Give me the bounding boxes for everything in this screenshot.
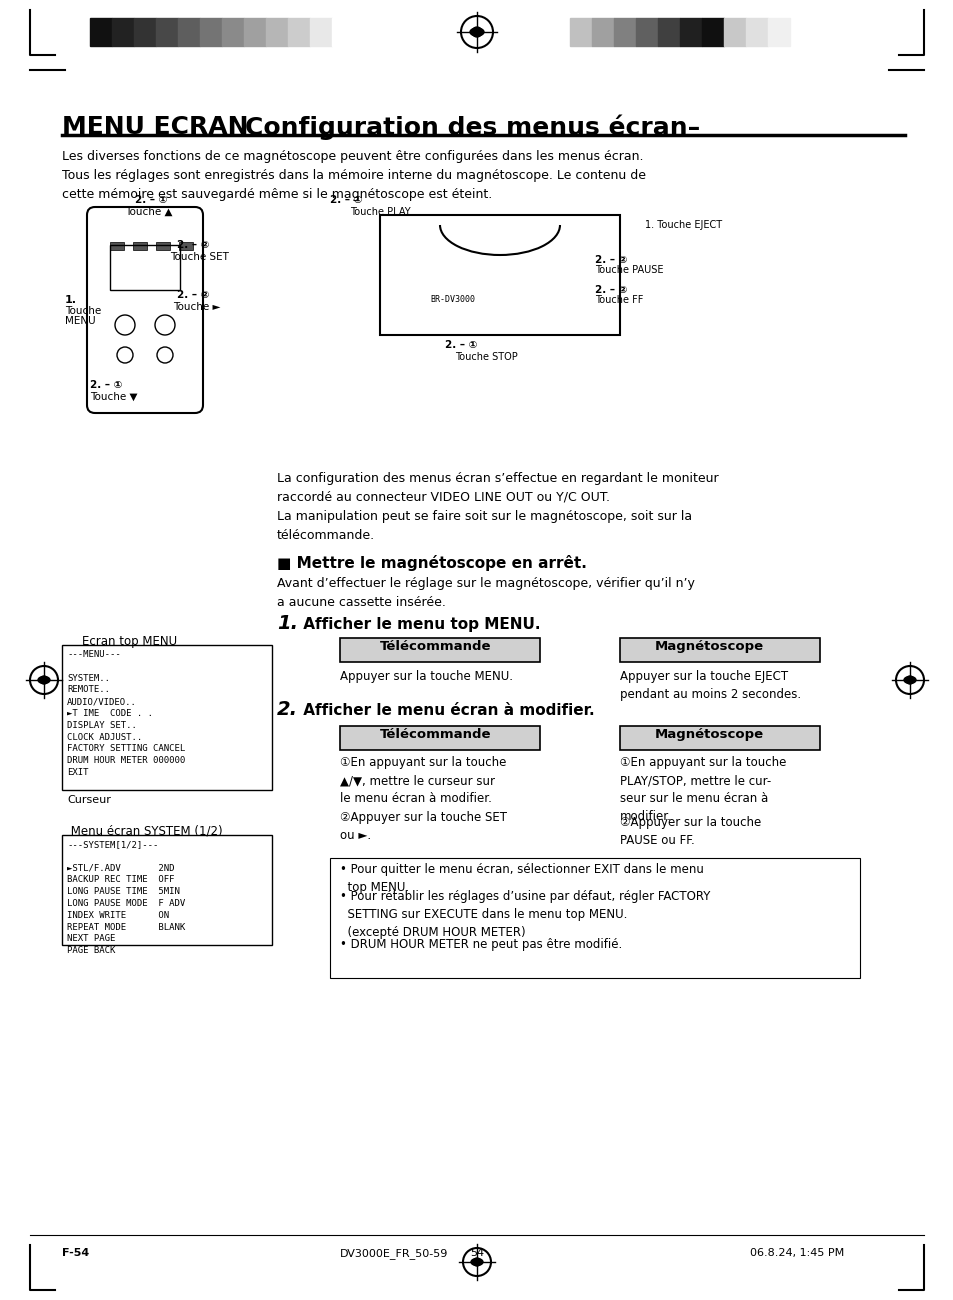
Bar [112, 18, 133, 46]
Text: 2. – ②: 2. – ② [595, 285, 627, 295]
Bar [132, 242, 147, 250]
Text: 2. – ②: 2. – ② [177, 240, 209, 250]
Bar [222, 18, 244, 46]
Text: Avant d’effectuer le réglage sur le magnétoscope, vérifier qu’il n’y
a aucune ca: Avant d’effectuer le réglage sur le magn… [276, 577, 694, 608]
Text: 2. – ②: 2. – ② [595, 255, 627, 265]
Bar [179, 242, 193, 250]
Bar [767, 18, 789, 46]
Text: ①En appuyant sur la touche
▲/▼, mettre le curseur sur
le menu écran à modifier.: ①En appuyant sur la touche ▲/▼, mettre l… [339, 757, 506, 805]
Ellipse shape [470, 29, 483, 36]
Text: F-54: F-54 [62, 1248, 90, 1258]
Text: Magnétoscope: Magnétoscope [655, 640, 763, 653]
Text: ---MENU---

SYSTEM..
REMOTE..
AUDIO/VIDEO..
►T IME  CODE . .
DISPLAY SET..
CLOCK: ---MENU--- SYSTEM.. REMOTE.. AUDIO/VIDEO… [67, 650, 185, 777]
Text: 2. – ①: 2. – ① [330, 195, 362, 205]
Bar [62, 835, 272, 945]
Bar [701, 18, 723, 46]
Ellipse shape [471, 1258, 482, 1265]
Bar [658, 18, 679, 46]
FancyBboxPatch shape [339, 725, 539, 750]
FancyBboxPatch shape [339, 638, 539, 662]
Text: • Pour quitter le menu écran, sélectionner EXIT dans le menu
  top MENU.: • Pour quitter le menu écran, sélectionn… [339, 863, 703, 894]
Bar [636, 18, 658, 46]
Text: MENU ECRAN: MENU ECRAN [62, 114, 248, 139]
Text: Télécommande: Télécommande [379, 640, 491, 653]
FancyBboxPatch shape [619, 725, 820, 750]
Text: ---SYSTEM[1/2]---

►STL/F.ADV       2ND
BACKUP REC TIME  OFF
LONG PAUSE TIME  5M: ---SYSTEM[1/2]--- ►STL/F.ADV 2ND BACKUP … [67, 840, 185, 956]
Text: Ecran top MENU: Ecran top MENU [82, 634, 177, 647]
Bar [745, 18, 767, 46]
Text: MENU: MENU [65, 316, 95, 326]
Text: Curseur: Curseur [67, 796, 111, 805]
Bar [332, 18, 354, 46]
Circle shape [472, 27, 481, 36]
Text: 54: 54 [470, 1248, 483, 1258]
Text: Magnétoscope: Magnétoscope [655, 728, 763, 741]
Text: Menu écran SYSTEM (1/2): Menu écran SYSTEM (1/2) [67, 826, 222, 838]
Text: Afficher le menu écran à modifier.: Afficher le menu écran à modifier. [297, 703, 594, 718]
Bar [110, 244, 180, 290]
Text: 2. – ②: 2. – ② [177, 290, 209, 300]
Text: 2. – ①: 2. – ① [135, 195, 167, 205]
Text: Touche STOP: Touche STOP [455, 352, 517, 361]
Bar [156, 18, 178, 46]
Ellipse shape [38, 676, 50, 684]
Text: Télécommande: Télécommande [379, 728, 491, 741]
Circle shape [473, 1258, 480, 1266]
Text: DV3000E_FR_50-59: DV3000E_FR_50-59 [339, 1248, 448, 1258]
Bar [310, 18, 332, 46]
Text: ①En appuyant sur la touche
PLAY/STOP, mettre le cur-
seur sur le menu écran à
mo: ①En appuyant sur la touche PLAY/STOP, me… [619, 757, 785, 823]
Bar [178, 18, 200, 46]
Text: 1.: 1. [276, 614, 297, 633]
Bar [379, 214, 619, 335]
Text: Touche ►: Touche ► [172, 302, 220, 312]
Bar [330, 858, 859, 978]
Text: 1.: 1. [65, 295, 77, 306]
Text: ②Appuyer sur la touche
PAUSE ou FF.: ②Appuyer sur la touche PAUSE ou FF. [619, 816, 760, 848]
Text: ■ Mettre le magnétoscope en arrêt.: ■ Mettre le magnétoscope en arrêt. [276, 555, 586, 571]
Bar [62, 645, 272, 790]
Text: Les diverses fonctions de ce magnétoscope peuvent être configurées dans les menu: Les diverses fonctions de ce magnétoscop… [62, 150, 645, 202]
Circle shape [40, 676, 48, 684]
Text: 2. – ①: 2. – ① [444, 341, 476, 350]
Text: Appuyer sur la touche MENU.: Appuyer sur la touche MENU. [339, 670, 513, 682]
Bar [723, 18, 745, 46]
Text: 06.8.24, 1:45 PM: 06.8.24, 1:45 PM [749, 1248, 843, 1258]
FancyBboxPatch shape [619, 638, 820, 662]
Text: • DRUM HOUR METER ne peut pas être modifié.: • DRUM HOUR METER ne peut pas être modif… [339, 939, 621, 952]
Text: 2. – ①: 2. – ① [90, 380, 122, 390]
Text: BR-DV3000: BR-DV3000 [430, 295, 475, 304]
Circle shape [905, 676, 913, 684]
Text: Touche: Touche [65, 306, 101, 316]
Text: Afficher le menu top MENU.: Afficher le menu top MENU. [297, 618, 540, 632]
Bar [614, 18, 636, 46]
Text: ②Appuyer sur la touche SET
ou ►.: ②Appuyer sur la touche SET ou ►. [339, 811, 506, 842]
Text: Touche PLAY: Touche PLAY [350, 207, 410, 217]
Text: Touche ▼: Touche ▼ [90, 393, 137, 402]
Text: Touche FF: Touche FF [595, 295, 642, 306]
Bar [569, 18, 592, 46]
Bar [592, 18, 614, 46]
Bar [90, 18, 112, 46]
Bar [679, 18, 701, 46]
Text: • Pour rétablir les réglages d’usine par défaut, régler FACTORY
  SETTING sur EX: • Pour rétablir les réglages d’usine par… [339, 891, 710, 939]
Text: Touche SET: Touche SET [170, 252, 229, 263]
Bar [266, 18, 288, 46]
Bar [133, 18, 156, 46]
Text: 2.: 2. [276, 699, 297, 719]
Text: Touche ▲: Touche ▲ [125, 207, 172, 217]
Ellipse shape [903, 676, 915, 684]
Bar [244, 18, 266, 46]
Bar [156, 242, 170, 250]
Text: Touche PAUSE: Touche PAUSE [595, 265, 662, 276]
Text: Configuration des menus écran–: Configuration des menus écran– [210, 114, 700, 140]
Bar [288, 18, 310, 46]
Bar [200, 18, 222, 46]
Text: La configuration des menus écran s’effectue en regardant le moniteur
raccordé au: La configuration des menus écran s’effec… [276, 472, 718, 542]
Text: 1. Touche EJECT: 1. Touche EJECT [644, 220, 721, 230]
Bar [110, 242, 124, 250]
Text: Appuyer sur la touche EJECT
pendant au moins 2 secondes.: Appuyer sur la touche EJECT pendant au m… [619, 670, 801, 701]
